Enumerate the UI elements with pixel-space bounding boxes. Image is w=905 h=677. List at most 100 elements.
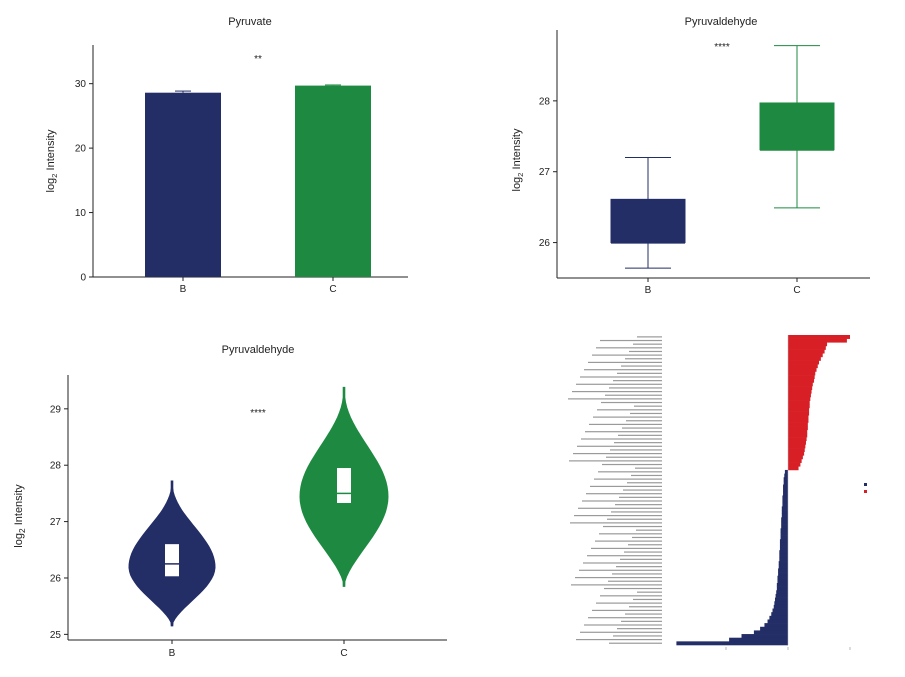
row-label	[604, 587, 662, 590]
bar-positive	[788, 386, 813, 391]
bar-negative	[773, 604, 788, 609]
bar-positive	[788, 459, 802, 463]
row-label	[571, 584, 662, 586]
bar-positive	[788, 400, 810, 405]
row-label	[621, 620, 662, 622]
chart-title: Pyruvaldehyde	[685, 16, 758, 28]
bar-positive	[788, 335, 850, 339]
row-label	[624, 551, 662, 553]
row-label	[600, 339, 662, 342]
row-label	[618, 434, 662, 436]
x-tick-label: C	[793, 285, 800, 296]
row-label	[574, 514, 662, 517]
row-label	[584, 369, 662, 371]
bar-positive	[788, 455, 803, 460]
bar-negative	[741, 634, 788, 639]
row-label	[628, 544, 662, 546]
bar-negative	[778, 564, 788, 569]
y-tick-label: 27	[539, 167, 551, 178]
chart-pyruvaldehyde-box: 26 27 28 Pyruvaldehyde log2 Intensity B C ****	[511, 16, 870, 296]
bar-negative	[777, 575, 788, 580]
bar-positive	[788, 360, 819, 365]
chart-title: Pyruvate	[228, 16, 271, 28]
legend-swatch-positive	[864, 490, 867, 493]
bar-negative	[782, 502, 788, 507]
bar-negative	[779, 550, 788, 555]
bar-positive	[788, 451, 805, 456]
row-label	[619, 496, 662, 498]
bar-positive	[788, 367, 817, 372]
bar-negative	[775, 593, 788, 598]
significance-label: ****	[714, 42, 730, 53]
bar-negative	[783, 477, 788, 482]
row-label	[600, 595, 662, 597]
bar-negative	[780, 531, 788, 536]
bar-positive	[788, 411, 810, 416]
row-label	[579, 569, 662, 571]
row-label	[582, 500, 662, 502]
bar-positive	[788, 444, 806, 449]
row-label	[580, 631, 662, 633]
row-label	[585, 431, 662, 433]
significance-label: ****	[250, 408, 266, 419]
row-label	[637, 336, 662, 338]
bar-positive	[788, 418, 809, 423]
row-label	[631, 474, 662, 477]
bar-negative	[774, 601, 788, 606]
bar-negative	[784, 469, 788, 474]
row-label	[581, 438, 662, 440]
bar-negative	[760, 626, 788, 631]
row-label	[629, 606, 662, 608]
chart-title: Pyruvaldehyde	[222, 344, 295, 356]
bar-positive	[788, 415, 809, 420]
row-label	[625, 358, 662, 360]
bar-negative	[772, 608, 788, 613]
row-label	[573, 452, 662, 455]
bar-positive	[788, 448, 805, 453]
row-label	[609, 642, 662, 644]
bar-positive	[788, 356, 821, 361]
bar-negative	[771, 612, 788, 617]
bar-negative	[778, 561, 788, 566]
bar-negative	[783, 488, 788, 493]
violin-inner-box	[165, 544, 179, 577]
row-label	[630, 412, 662, 415]
box-C	[759, 102, 835, 151]
row-label	[634, 405, 662, 407]
row-label	[601, 401, 662, 404]
bar-negative	[782, 499, 788, 504]
row-label	[592, 609, 662, 612]
row-label	[577, 445, 662, 447]
row-label	[598, 471, 662, 473]
bar-negative	[778, 572, 788, 577]
bar-C	[295, 85, 371, 277]
bar-positive	[788, 397, 811, 401]
row-label	[575, 576, 662, 579]
bar-negative	[767, 619, 788, 624]
bar-negative	[783, 480, 788, 485]
bar-negative	[764, 623, 788, 628]
row-label	[589, 423, 662, 426]
row-label	[617, 372, 662, 374]
row-label	[617, 628, 662, 630]
x-tick-label: B	[180, 284, 187, 295]
bar-negative	[780, 535, 788, 540]
bar-negative	[784, 473, 788, 478]
legend-swatch-negative	[864, 483, 867, 486]
row-label	[635, 467, 662, 469]
y-tick-label: 30	[75, 79, 87, 90]
bar-positive	[788, 353, 823, 358]
row-label	[591, 547, 662, 550]
y-tick-label: 28	[50, 461, 62, 472]
violin-inner-box	[337, 468, 351, 503]
bar-positive	[788, 349, 825, 354]
bar-negative	[776, 590, 788, 595]
bar-negative	[779, 546, 788, 551]
bar-negative	[783, 484, 788, 489]
x-tick-label: C	[340, 648, 347, 659]
box-B	[610, 198, 686, 244]
row-label	[620, 558, 662, 560]
significance-label: **	[254, 54, 262, 65]
row-label	[576, 638, 662, 641]
bar-negative	[769, 615, 788, 620]
